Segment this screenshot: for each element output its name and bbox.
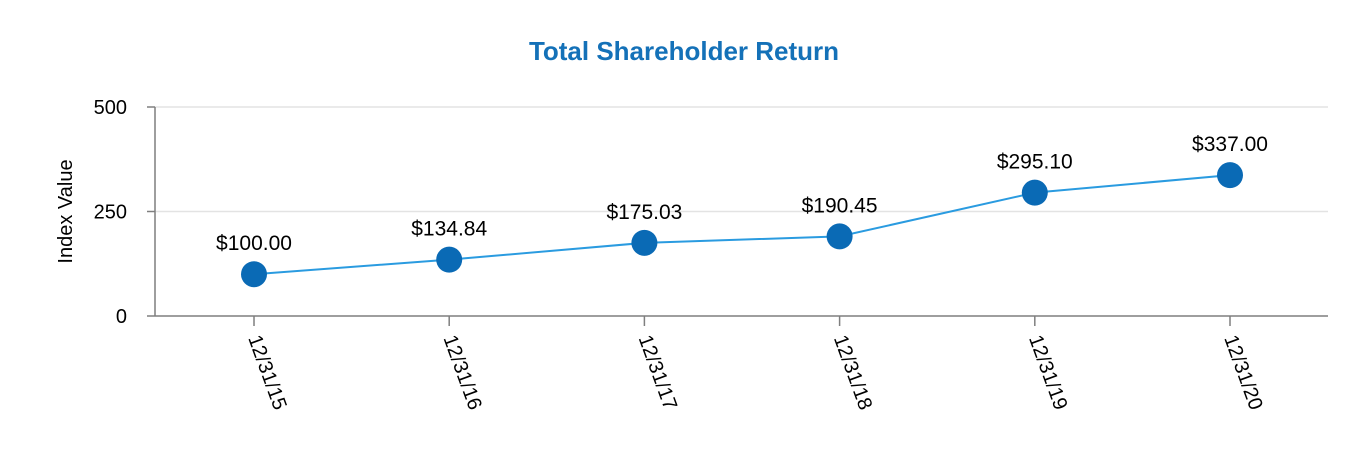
x-tick-label: 12/31/17 bbox=[634, 332, 681, 413]
data-label: $134.84 bbox=[411, 218, 487, 241]
data-label: $100.00 bbox=[216, 232, 292, 255]
x-tick-label: 12/31/19 bbox=[1024, 332, 1071, 413]
x-tick-label: 12/31/15 bbox=[243, 332, 290, 413]
x-tick-label: 12/31/16 bbox=[439, 332, 486, 413]
series-line bbox=[253, 174, 1231, 276]
y-tick-label: 250 bbox=[94, 202, 127, 224]
data-label: $175.03 bbox=[606, 201, 682, 224]
data-point bbox=[826, 223, 853, 250]
chart-title: Total Shareholder Return bbox=[528, 36, 840, 66]
data-label: $295.10 bbox=[997, 151, 1073, 174]
y-tick-label: 0 bbox=[116, 306, 127, 328]
y-axis-title: Index Value bbox=[55, 159, 77, 263]
data-point bbox=[1021, 179, 1048, 206]
x-tick-label: 12/31/18 bbox=[829, 332, 876, 413]
data-point bbox=[241, 261, 267, 288]
data-label: $190.45 bbox=[802, 194, 878, 217]
data-point bbox=[631, 229, 658, 256]
x-tick-label: 12/31/20 bbox=[1219, 332, 1266, 413]
y-tick-label: 500 bbox=[94, 97, 127, 119]
data-point bbox=[1217, 162, 1243, 189]
data-label: $337.00 bbox=[1192, 133, 1268, 156]
data-point bbox=[436, 246, 463, 273]
